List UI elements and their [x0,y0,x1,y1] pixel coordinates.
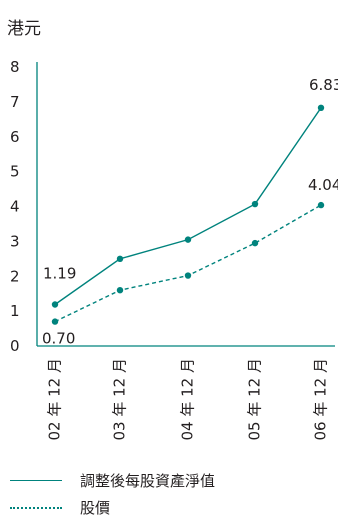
data-point-share-price [251,239,259,247]
x-tick-label: 04 年 12 月 [179,358,197,440]
x-tick-label: 02 年 12 月 [46,358,64,440]
legend-item-nav: 調整後每股資產淨值 [10,470,215,491]
legend-label-nav: 調整後每股資產淨值 [80,472,216,490]
y-tick-label: 7 [10,93,20,111]
y-tick-label: 5 [10,163,20,181]
legend-label-share-price: 股價 [80,499,111,517]
y-tick-label: 8 [10,58,20,76]
data-point-nav [251,200,259,208]
data-point-nav [51,301,59,308]
series-line-share-price [54,204,322,323]
y-axis-unit-label: 港元 [7,19,41,39]
legend-solid-line-swatch [10,480,62,481]
y-tick-label: 0 [10,337,20,355]
legend-item-share-price: 股價 [10,497,110,518]
data-point-share-price [184,272,192,279]
y-tick-label: 4 [10,198,20,216]
legend-dotted-line-swatch [10,506,62,509]
x-tick-label: 06 年 12 月 [312,358,330,440]
data-point-share-price [51,318,59,325]
data-point-nav [184,236,192,243]
data-label: 4.04 [308,176,338,194]
x-tick-label: 03 年 12 月 [111,358,129,440]
data-label: 6.83 [309,76,338,94]
y-tick-label: 6 [10,128,20,146]
data-point-nav [317,104,325,112]
data-label: 1.19 [43,264,76,282]
data-label: 0.70 [42,330,75,348]
data-point-nav [116,255,124,263]
y-tick-label: 3 [10,232,20,250]
data-point-share-price [116,287,124,294]
data-point-share-price [317,201,325,209]
y-tick-label: 1 [10,302,20,320]
line-chart: 0 1 2 3 4 5 6 7 8 02 年 12 月 03 年 12 月 04 年 12 月 05 年… [10,58,338,440]
y-tick-label: 2 [10,267,20,285]
x-tick-label: 05 年 12 月 [246,358,264,440]
